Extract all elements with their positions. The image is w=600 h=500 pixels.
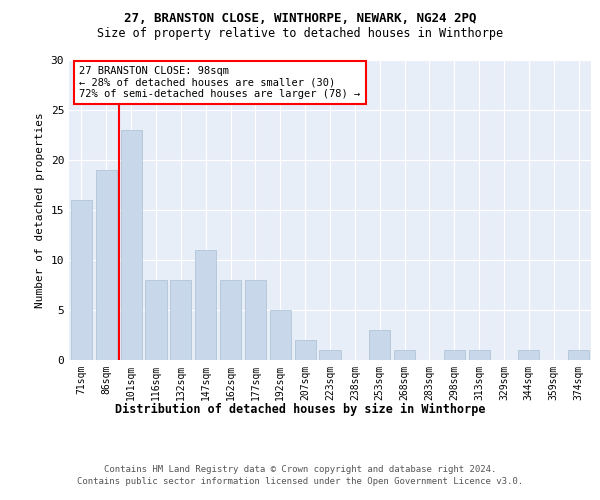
Text: Size of property relative to detached houses in Winthorpe: Size of property relative to detached ho… [97,28,503,40]
Bar [319,350,341,360]
Bar [245,280,266,360]
Bar [220,280,241,360]
Text: 27, BRANSTON CLOSE, WINTHORPE, NEWARK, NG24 2PQ: 27, BRANSTON CLOSE, WINTHORPE, NEWARK, N… [124,12,476,26]
Bar [270,310,291,360]
Bar [369,330,390,360]
Bar [394,350,415,360]
Bar [469,350,490,360]
Bar [518,350,539,360]
Bar [444,350,465,360]
Bar [145,280,167,360]
Bar [170,280,191,360]
Bar [568,350,589,360]
Bar [96,170,117,360]
Text: Contains public sector information licensed under the Open Government Licence v3: Contains public sector information licen… [77,478,523,486]
Text: 27 BRANSTON CLOSE: 98sqm
← 28% of detached houses are smaller (30)
72% of semi-d: 27 BRANSTON CLOSE: 98sqm ← 28% of detach… [79,66,361,99]
Y-axis label: Number of detached properties: Number of detached properties [35,112,45,308]
Text: Distribution of detached houses by size in Winthorpe: Distribution of detached houses by size … [115,402,485,415]
Bar [195,250,216,360]
Text: Contains HM Land Registry data © Crown copyright and database right 2024.: Contains HM Land Registry data © Crown c… [104,465,496,474]
Bar [295,340,316,360]
Bar [71,200,92,360]
Bar [121,130,142,360]
